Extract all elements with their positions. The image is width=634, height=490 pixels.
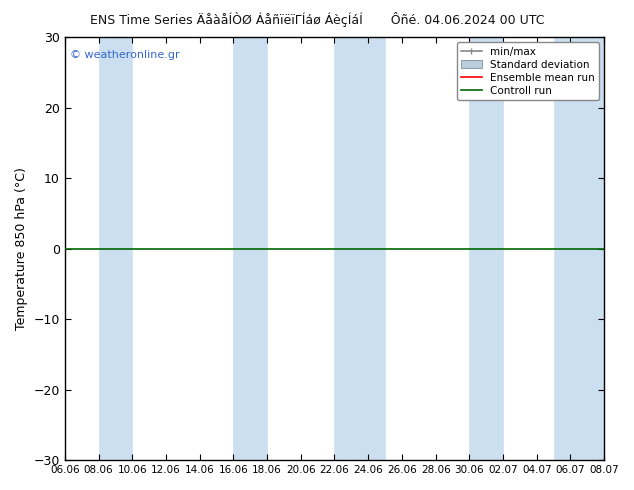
Bar — [553, 37, 607, 460]
Bar — [335, 37, 385, 460]
Bar — [469, 37, 503, 460]
Text: ENS Time Series ÄåàåÍÒØ ÁåñïëïΓÍáø ÁèçÍáÍ       Ôñé. 04.06.2024 00 UTC: ENS Time Series ÄåàåÍÒØ ÁåñïëïΓÍáø ÁèçÍá… — [90, 12, 544, 27]
Bar — [233, 37, 267, 460]
Text: © weatheronline.gr: © weatheronline.gr — [70, 50, 180, 60]
Bar — [98, 37, 133, 460]
Y-axis label: Temperature 850 hPa (°C): Temperature 850 hPa (°C) — [15, 167, 28, 330]
Legend: min/max, Standard deviation, Ensemble mean run, Controll run: min/max, Standard deviation, Ensemble me… — [456, 42, 599, 100]
